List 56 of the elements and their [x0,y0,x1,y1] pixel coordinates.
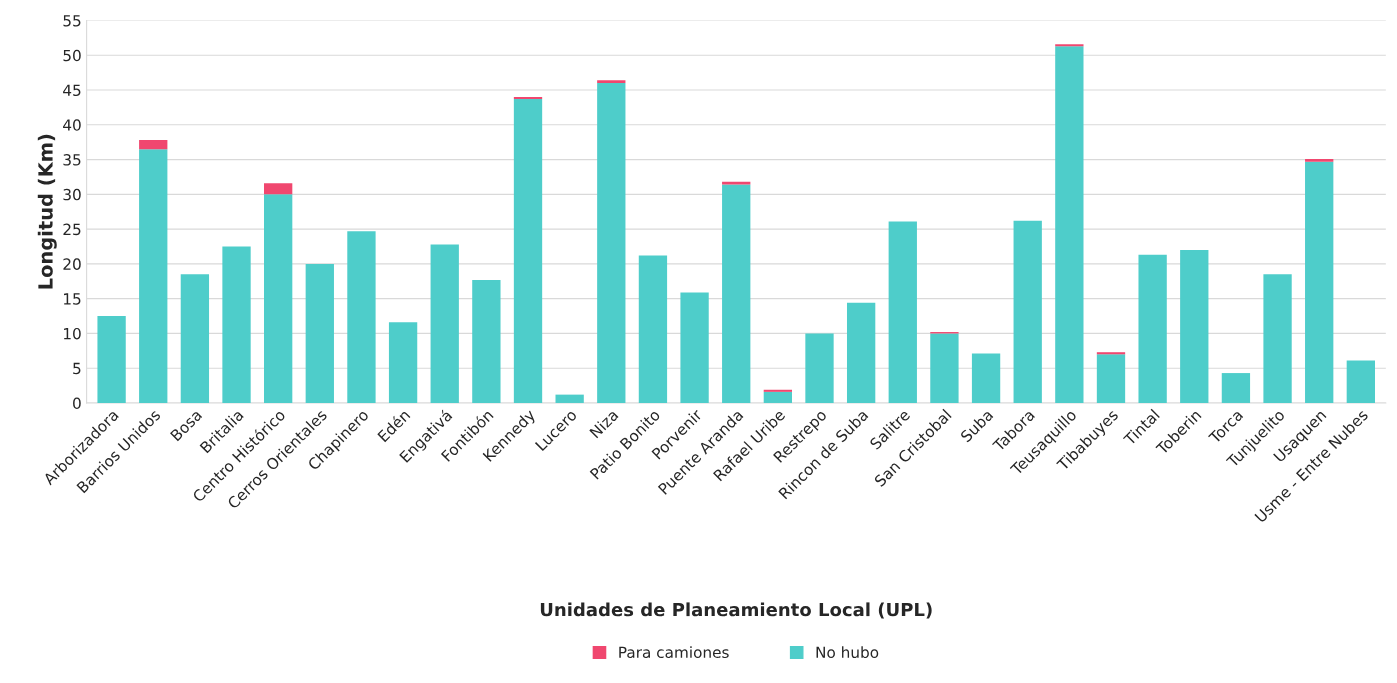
bar [347,231,376,403]
y-tick-label: 25 [63,223,81,236]
bar [222,246,251,403]
bar [597,83,626,403]
bar [513,96,543,100]
bar [1055,46,1084,403]
y-axis-title: Longitud (Km) [37,134,57,289]
y-tick-label: 35 [63,154,81,166]
y-tick-label: 30 [63,188,81,201]
y-tick-label: 0 [73,397,81,409]
bar [180,274,210,403]
bar [513,99,543,403]
bar [722,184,751,403]
bar [1055,44,1084,47]
bar [555,394,584,403]
bar [1305,161,1334,403]
bar [1138,254,1167,403]
bar [1305,158,1334,162]
bar [971,353,1001,403]
bar [264,183,293,195]
bar [430,244,459,403]
bar [846,302,876,403]
bar [930,333,959,403]
bar [1096,352,1126,355]
y-tick-label: 20 [63,258,81,270]
bar [722,181,751,185]
bar [139,149,168,403]
bar [264,194,293,403]
bar [597,80,626,84]
bar [888,221,917,403]
bar [638,255,668,403]
bar [680,292,709,403]
bar [1263,274,1292,403]
bar [1221,373,1251,403]
bar [1180,249,1209,403]
bar [805,333,834,403]
y-tick-label: 45 [63,84,81,97]
bar [1013,220,1042,403]
legend-label: Para camiones [619,646,729,659]
y-tick-label: 40 [63,119,81,131]
y-tick-label: 55 [63,15,81,27]
y-tick-label: 15 [63,293,81,305]
bar [1346,360,1375,403]
bar [97,316,126,403]
y-tick-label: 5 [73,362,81,375]
bar [139,140,168,150]
y-tick-label: 10 [63,327,81,340]
legend-label: No hubo [816,646,879,659]
bar [763,389,793,392]
bar [305,263,334,403]
x-axis-title: Unidades de Planeamiento Local (UPL) [540,602,932,619]
y-tick-label: 50 [63,49,81,62]
bar [388,322,418,403]
bar [1096,354,1126,403]
bar [763,391,793,403]
bar [472,279,501,403]
